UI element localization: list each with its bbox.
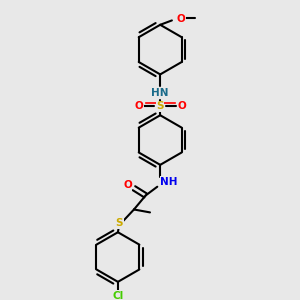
Text: S: S <box>157 101 164 112</box>
Text: Cl: Cl <box>112 291 124 300</box>
Text: HN: HN <box>152 88 169 98</box>
Text: O: O <box>134 101 143 112</box>
Text: O: O <box>123 180 132 190</box>
Text: O: O <box>176 14 185 24</box>
Text: S: S <box>116 218 123 229</box>
Text: O: O <box>177 101 186 112</box>
Text: NH: NH <box>160 177 178 187</box>
